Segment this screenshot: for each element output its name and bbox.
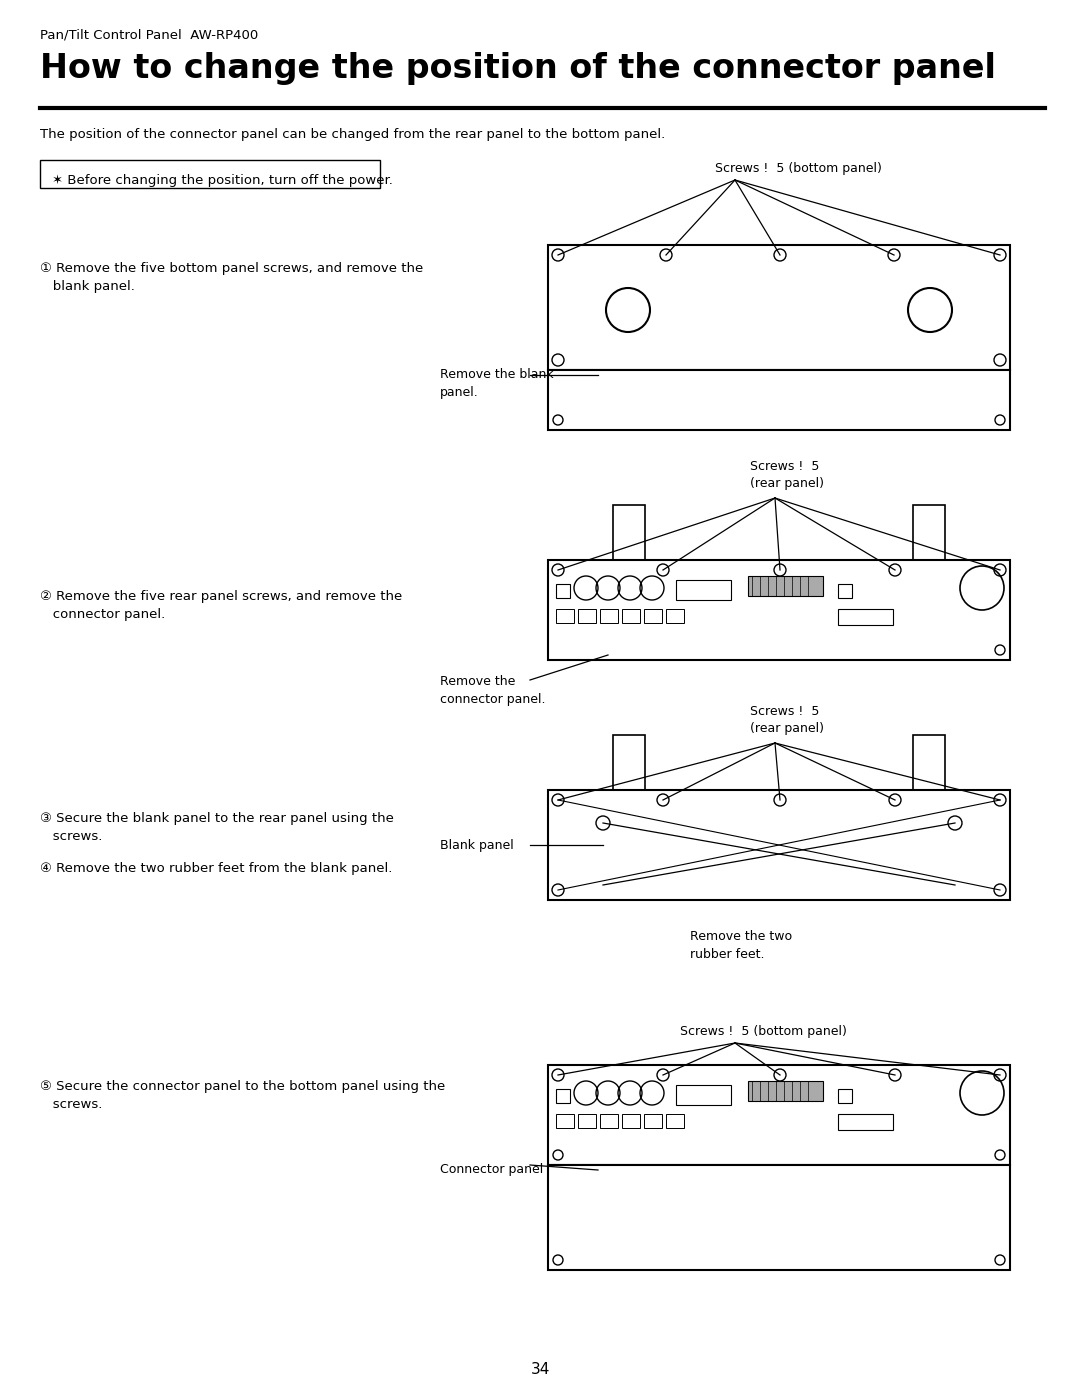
- Bar: [548, 560, 1010, 660]
- Bar: [548, 1065, 1010, 1165]
- Text: Remove the two: Remove the two: [690, 930, 792, 943]
- Bar: [838, 1114, 893, 1130]
- Text: Screws !  5 (bottom panel): Screws ! 5 (bottom panel): [680, 1025, 847, 1038]
- Text: panel.: panel.: [440, 386, 478, 399]
- Text: ⑤ Secure the connector panel to the bottom panel using the: ⑤ Secure the connector panel to the bott…: [40, 1080, 445, 1093]
- Bar: [40, 159, 380, 187]
- Bar: [556, 609, 573, 623]
- Text: 34: 34: [530, 1363, 550, 1378]
- Text: Remove the: Remove the: [440, 674, 515, 688]
- Bar: [644, 609, 662, 623]
- Bar: [666, 609, 684, 623]
- Bar: [548, 790, 1010, 900]
- Bar: [613, 734, 645, 790]
- Text: ④ Remove the two rubber feet from the blank panel.: ④ Remove the two rubber feet from the bl…: [40, 862, 392, 874]
- Text: ③ Secure the blank panel to the rear panel using the: ③ Secure the blank panel to the rear pan…: [40, 811, 394, 825]
- Text: Screws !  5 (bottom panel): Screws ! 5 (bottom panel): [715, 162, 882, 175]
- Bar: [556, 1114, 573, 1128]
- Text: rubber feet.: rubber feet.: [690, 949, 765, 961]
- Text: How to change the position of the connector panel: How to change the position of the connec…: [40, 52, 996, 85]
- Bar: [600, 609, 618, 623]
- Text: blank panel.: blank panel.: [40, 280, 135, 292]
- Text: Connector panel: Connector panel: [440, 1164, 543, 1177]
- Bar: [556, 1088, 570, 1102]
- Bar: [578, 609, 596, 623]
- Text: ② Remove the five rear panel screws, and remove the: ② Remove the five rear panel screws, and…: [40, 590, 402, 603]
- Bar: [622, 1114, 640, 1128]
- Bar: [666, 1114, 684, 1128]
- Bar: [613, 505, 645, 560]
- Text: connector panel.: connector panel.: [40, 609, 165, 621]
- Text: Remove the blank: Remove the blank: [440, 368, 554, 381]
- Bar: [676, 1086, 731, 1105]
- Bar: [676, 581, 731, 600]
- Bar: [838, 583, 852, 597]
- Bar: [838, 609, 893, 625]
- Bar: [748, 1081, 823, 1101]
- Text: ✶ Before changing the position, turn off the power.: ✶ Before changing the position, turn off…: [52, 173, 393, 187]
- Bar: [548, 369, 1010, 429]
- Bar: [600, 1114, 618, 1128]
- Bar: [548, 245, 1010, 369]
- Text: Screws !  5
(rear panel): Screws ! 5 (rear panel): [750, 460, 824, 490]
- Text: connector panel.: connector panel.: [440, 693, 545, 706]
- Text: screws.: screws.: [40, 830, 103, 844]
- Text: Pan/Tilt Control Panel  AW-RP400: Pan/Tilt Control Panel AW-RP400: [40, 28, 258, 41]
- Text: Blank panel: Blank panel: [440, 838, 514, 852]
- Text: Screws !  5
(rear panel): Screws ! 5 (rear panel): [750, 705, 824, 734]
- Bar: [913, 505, 945, 560]
- Bar: [838, 1088, 852, 1102]
- Text: The position of the connector panel can be changed from the rear panel to the bo: The position of the connector panel can …: [40, 127, 665, 141]
- Bar: [578, 1114, 596, 1128]
- Bar: [913, 734, 945, 790]
- Bar: [556, 583, 570, 597]
- Bar: [644, 1114, 662, 1128]
- Bar: [748, 576, 823, 596]
- Text: ① Remove the five bottom panel screws, and remove the: ① Remove the five bottom panel screws, a…: [40, 262, 423, 276]
- Text: screws.: screws.: [40, 1098, 103, 1111]
- Bar: [622, 609, 640, 623]
- Bar: [548, 1165, 1010, 1270]
